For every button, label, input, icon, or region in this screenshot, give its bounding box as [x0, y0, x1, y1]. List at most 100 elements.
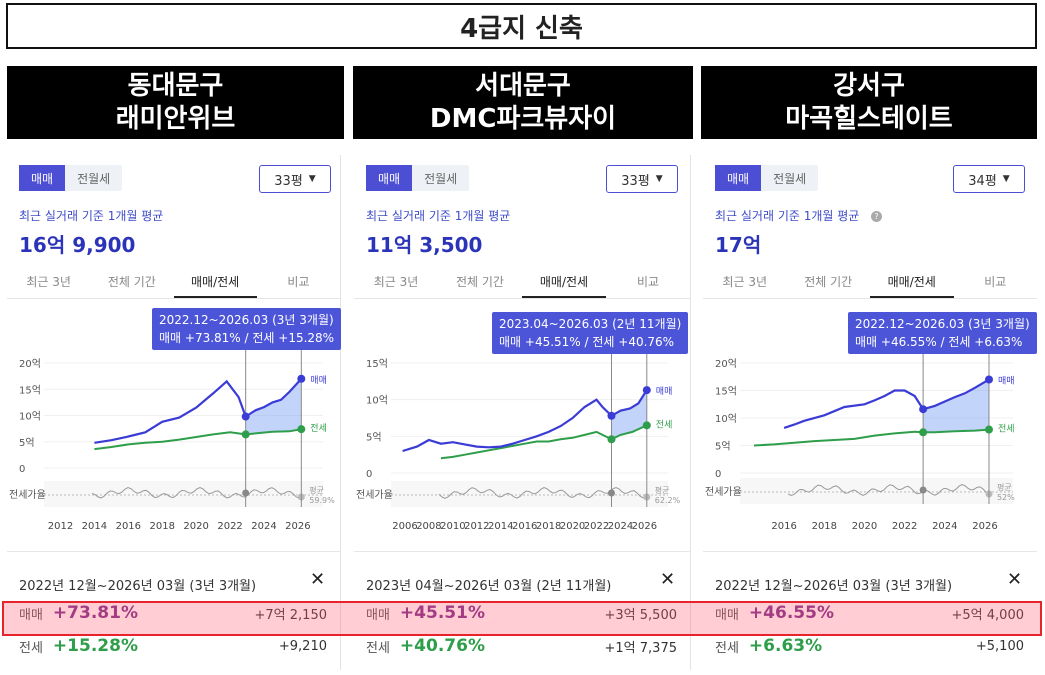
series-label-sale: 매매 — [310, 375, 327, 386]
change-area — [245, 379, 302, 435]
y-tick-label: 5억 — [715, 441, 731, 453]
change-row-rent: 전세 +15.28% +9,210 — [19, 631, 327, 661]
change-row-rent: 전세 +6.63% +5,100 — [715, 631, 1024, 661]
district-name: 강서구 — [833, 70, 905, 101]
close-icon[interactable]: ✕ — [1007, 569, 1023, 590]
panel-header-1: 동대문구 래미안위브 — [7, 66, 344, 139]
tooltip-range: 2023.04~2026.03 (2년 11개월) — [499, 317, 682, 331]
change-percent: +73.81% — [52, 603, 138, 623]
change-amount: +3억 5,500 — [604, 607, 677, 623]
ratio-series — [91, 486, 303, 499]
size-dropdown[interactable]: 33평 ▼ — [606, 165, 678, 193]
y-tick-label: 0 — [715, 469, 721, 480]
size-value: 33평 — [621, 173, 650, 189]
change-percent: +46.55% — [748, 603, 834, 623]
panel-header-2: 서대문구 DMC파크뷰자이 — [353, 66, 693, 139]
y-tick-label: 5억 — [366, 431, 382, 443]
y-tick-label: 15억 — [366, 358, 388, 370]
avg-value: 59.9% — [309, 496, 335, 505]
series-sale — [94, 378, 303, 444]
period-tabs: 최근 3년 전체 기간 매매/전세 비교 — [7, 267, 340, 299]
price-value: 11억 3,500 — [366, 233, 483, 257]
series-rent — [753, 428, 990, 447]
change-label: 전세 — [366, 640, 390, 656]
series-label-rent: 전세 — [656, 419, 673, 430]
price-subtitle: 최근 실거래 기준 1개월 평균 — [366, 209, 511, 223]
footer-divider — [354, 551, 690, 552]
size-dropdown[interactable]: 33평 ▼ — [259, 165, 331, 193]
series-rent — [94, 428, 302, 451]
y-tick-label: 0 — [19, 464, 25, 475]
toggle-rent[interactable]: 전월세 — [424, 171, 458, 186]
toggle-sale[interactable]: 매매 — [19, 165, 66, 191]
size-value: 34평 — [968, 173, 997, 189]
x-tick-label: 2018 — [150, 521, 175, 532]
help-icon[interactable]: ? — [871, 211, 882, 222]
x-tick-label: 2026 — [285, 521, 310, 532]
x-tick-label: 2008 — [416, 521, 441, 532]
change-amount: +5,100 — [975, 638, 1024, 654]
tab-all[interactable]: 전체 기간 — [456, 275, 504, 289]
tooltip-changes: 매매 +73.81% / 전세 +15.28% — [159, 331, 335, 345]
tab-recent-3y[interactable]: 최근 3년 — [26, 275, 71, 289]
avg-value: 52% — [997, 493, 1015, 502]
series-sale — [783, 378, 990, 429]
ratio-label: 전세가율 — [9, 489, 46, 501]
close-icon[interactable]: ✕ — [660, 569, 676, 590]
x-tick-label: 2012 — [48, 521, 73, 532]
tab-compare[interactable]: 비교 — [984, 275, 1007, 289]
tab-all[interactable]: 전체 기간 — [804, 275, 853, 289]
tab-recent-3y[interactable]: 최근 3년 — [373, 275, 419, 289]
x-tick-label: 2010 — [440, 521, 465, 532]
apartment-panel-2: 매매 전월세 33평 ▼ 최근 실거래 기준 1개월 평균 11억 3,500 최근 3년 전… — [354, 155, 691, 670]
x-tick-label: 2024 — [251, 521, 276, 532]
change-label: 매매 — [715, 607, 739, 623]
tooltip-range: 2022.12~2026.03 (3년 3개월) — [855, 317, 1030, 331]
close-icon[interactable]: ✕ — [310, 569, 326, 590]
y-tick-label: 15억 — [19, 384, 41, 396]
avg-label: 평균 — [655, 485, 670, 495]
x-tick-label: 2020 — [560, 521, 585, 532]
trade-type-toggle: 매매 전월세 — [715, 165, 819, 191]
size-value: 33평 — [274, 173, 303, 189]
size-dropdown[interactable]: 34평 ▼ — [953, 165, 1025, 193]
toggle-sale[interactable]: 매매 — [715, 165, 762, 191]
tab-sale-rent[interactable]: 매매/전세 — [173, 267, 257, 298]
apartment-name: DMC파크뷰자이 — [429, 103, 617, 134]
toggle-rent[interactable]: 전월세 — [773, 171, 807, 186]
change-area — [611, 390, 647, 440]
ratio-label: 전세가율 — [705, 486, 742, 498]
tab-all[interactable]: 전체 기간 — [107, 275, 156, 289]
x-tick-label: 2018 — [536, 521, 561, 532]
range-tooltip: 2022.12~2026.03 (3년 3개월) 매매 +46.55% / 전세 … — [848, 312, 1037, 354]
change-amount: +9,210 — [278, 638, 327, 654]
tab-sale-rent[interactable]: 매매/전세 — [870, 267, 954, 298]
y-tick-label: 10억 — [715, 413, 737, 425]
tab-sale-rent[interactable]: 매매/전세 — [522, 267, 606, 298]
change-row-sale: 매매 +46.55% +5억 4,000 — [715, 598, 1024, 628]
tooltip-changes: 매매 +46.55% / 전세 +6.63% — [855, 335, 1023, 349]
apartment-panel-3: 매매 전월세 34평 ▼ 최근 실거래 기준 1개월 평균 17억? 최근 3년 전체 기간 매… — [703, 155, 1037, 670]
chevron-down-icon: ▼ — [1002, 174, 1010, 184]
tab-compare[interactable]: 비교 — [636, 275, 660, 289]
x-tick-label: 2006 — [392, 521, 417, 532]
apartment-panel-1: 매매 전월세 33평 ▼ 최근 실거래 기준 1개월 평균 16억 9,900 최근 3년 전… — [7, 155, 342, 670]
x-tick-label: 2020 — [183, 521, 208, 532]
sale-highlight-box — [2, 601, 1042, 636]
change-row-sale: 매매 +45.51% +3억 5,500 — [366, 598, 677, 628]
y-tick-label: 10억 — [19, 411, 41, 423]
toggle-sale[interactable]: 매매 — [366, 165, 413, 191]
district-name: 동대문구 — [127, 70, 224, 101]
tab-recent-3y[interactable]: 최근 3년 — [722, 275, 768, 289]
price-subtitle: 최근 실거래 기준 1개월 평균 — [715, 209, 860, 223]
change-label: 매매 — [19, 607, 43, 623]
change-row-sale: 매매 +73.81% +7억 2,150 — [19, 598, 327, 628]
main-title: 4급지 신축 — [6, 3, 1037, 49]
y-tick-label: 5억 — [19, 437, 35, 449]
trade-type-toggle: 매매 전월세 — [366, 165, 470, 191]
toggle-rent[interactable]: 전월세 — [77, 171, 111, 186]
tab-compare[interactable]: 비교 — [287, 275, 310, 289]
